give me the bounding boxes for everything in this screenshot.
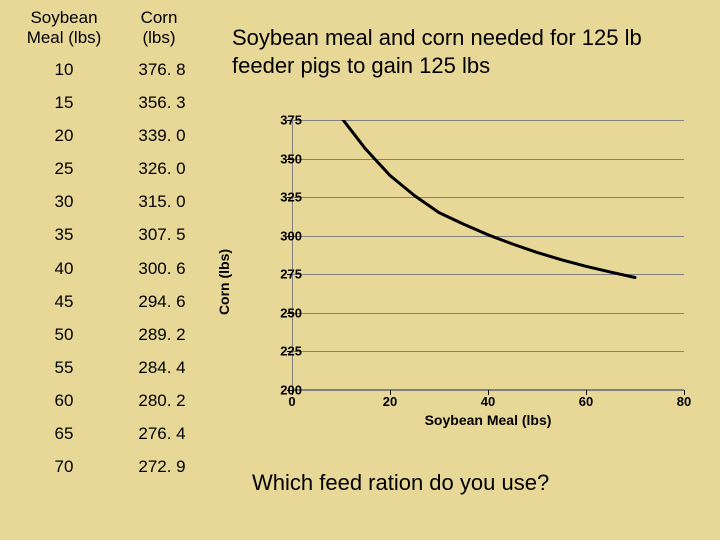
table-row: 10376. 8 bbox=[8, 53, 214, 86]
cell-soybean: 25 bbox=[8, 152, 120, 185]
y-tick-label: 300 bbox=[252, 228, 302, 243]
table-row: 40300. 6 bbox=[8, 252, 214, 285]
cell-soybean: 70 bbox=[8, 450, 120, 483]
cell-corn: 326. 0 bbox=[120, 152, 198, 185]
y-tick-label: 225 bbox=[252, 344, 302, 359]
x-tick-label: 40 bbox=[481, 394, 495, 409]
y-tick-label: 350 bbox=[252, 151, 302, 166]
y-axis-label: Corn (lbs) bbox=[216, 249, 232, 315]
cell-corn: 289. 2 bbox=[120, 318, 198, 351]
x-tick-label: 80 bbox=[677, 394, 691, 409]
cell-soybean: 30 bbox=[8, 185, 120, 218]
cell-corn: 315. 0 bbox=[120, 185, 198, 218]
col-header-corn: Corn (lbs) bbox=[120, 6, 198, 51]
table-row: 50289. 2 bbox=[8, 318, 214, 351]
y-tick-label: 375 bbox=[252, 113, 302, 128]
chart-title: Soybean meal and corn needed for 125 lb … bbox=[232, 24, 702, 79]
table-row: 35307. 5 bbox=[8, 218, 214, 251]
cell-soybean: 40 bbox=[8, 252, 120, 285]
cell-soybean: 15 bbox=[8, 86, 120, 119]
data-line bbox=[341, 120, 635, 278]
table-row: 65276. 4 bbox=[8, 417, 214, 450]
data-table: Soybean Meal (lbs) Corn (lbs) 10376. 815… bbox=[8, 6, 214, 484]
cell-soybean: 55 bbox=[8, 351, 120, 384]
table-row: 15356. 3 bbox=[8, 86, 214, 119]
table-header-row: Soybean Meal (lbs) Corn (lbs) bbox=[8, 6, 214, 51]
cell-corn: 284. 4 bbox=[120, 351, 198, 384]
x-tick-label: 60 bbox=[579, 394, 593, 409]
table-row: 20339. 0 bbox=[8, 119, 214, 152]
cell-corn: 280. 2 bbox=[120, 384, 198, 417]
cell-corn: 376. 8 bbox=[120, 53, 198, 86]
table-row: 45294. 6 bbox=[8, 285, 214, 318]
table-row: 55284. 4 bbox=[8, 351, 214, 384]
cell-corn: 300. 6 bbox=[120, 252, 198, 285]
table-row: 60280. 2 bbox=[8, 384, 214, 417]
cell-corn: 294. 6 bbox=[120, 285, 198, 318]
y-tick-label: 250 bbox=[252, 305, 302, 320]
cell-corn: 356. 3 bbox=[120, 86, 198, 119]
cell-corn: 339. 0 bbox=[120, 119, 198, 152]
cell-corn: 307. 5 bbox=[120, 218, 198, 251]
cell-soybean: 20 bbox=[8, 119, 120, 152]
y-tick-label: 325 bbox=[252, 190, 302, 205]
question-text: Which feed ration do you use? bbox=[252, 470, 702, 496]
col-header-soybean: Soybean Meal (lbs) bbox=[8, 6, 120, 51]
cell-soybean: 60 bbox=[8, 384, 120, 417]
x-axis-label: Soybean Meal (lbs) bbox=[292, 412, 684, 428]
table-row: 30315. 0 bbox=[8, 185, 214, 218]
table-row: 25326. 0 bbox=[8, 152, 214, 185]
chart-plot-area bbox=[292, 120, 684, 390]
chart-svg bbox=[292, 120, 684, 390]
cell-soybean: 10 bbox=[8, 53, 120, 86]
y-tick-label: 275 bbox=[252, 267, 302, 282]
cell-soybean: 65 bbox=[8, 417, 120, 450]
x-tick-label: 0 bbox=[288, 394, 295, 409]
cell-corn: 272. 9 bbox=[120, 450, 198, 483]
cell-soybean: 35 bbox=[8, 218, 120, 251]
x-tick-label: 20 bbox=[383, 394, 397, 409]
table-row: 70272. 9 bbox=[8, 450, 214, 483]
cell-soybean: 50 bbox=[8, 318, 120, 351]
cell-corn: 276. 4 bbox=[120, 417, 198, 450]
chart-container: Corn (lbs) Soybean Meal (lbs) 2002252502… bbox=[232, 112, 702, 452]
cell-soybean: 45 bbox=[8, 285, 120, 318]
